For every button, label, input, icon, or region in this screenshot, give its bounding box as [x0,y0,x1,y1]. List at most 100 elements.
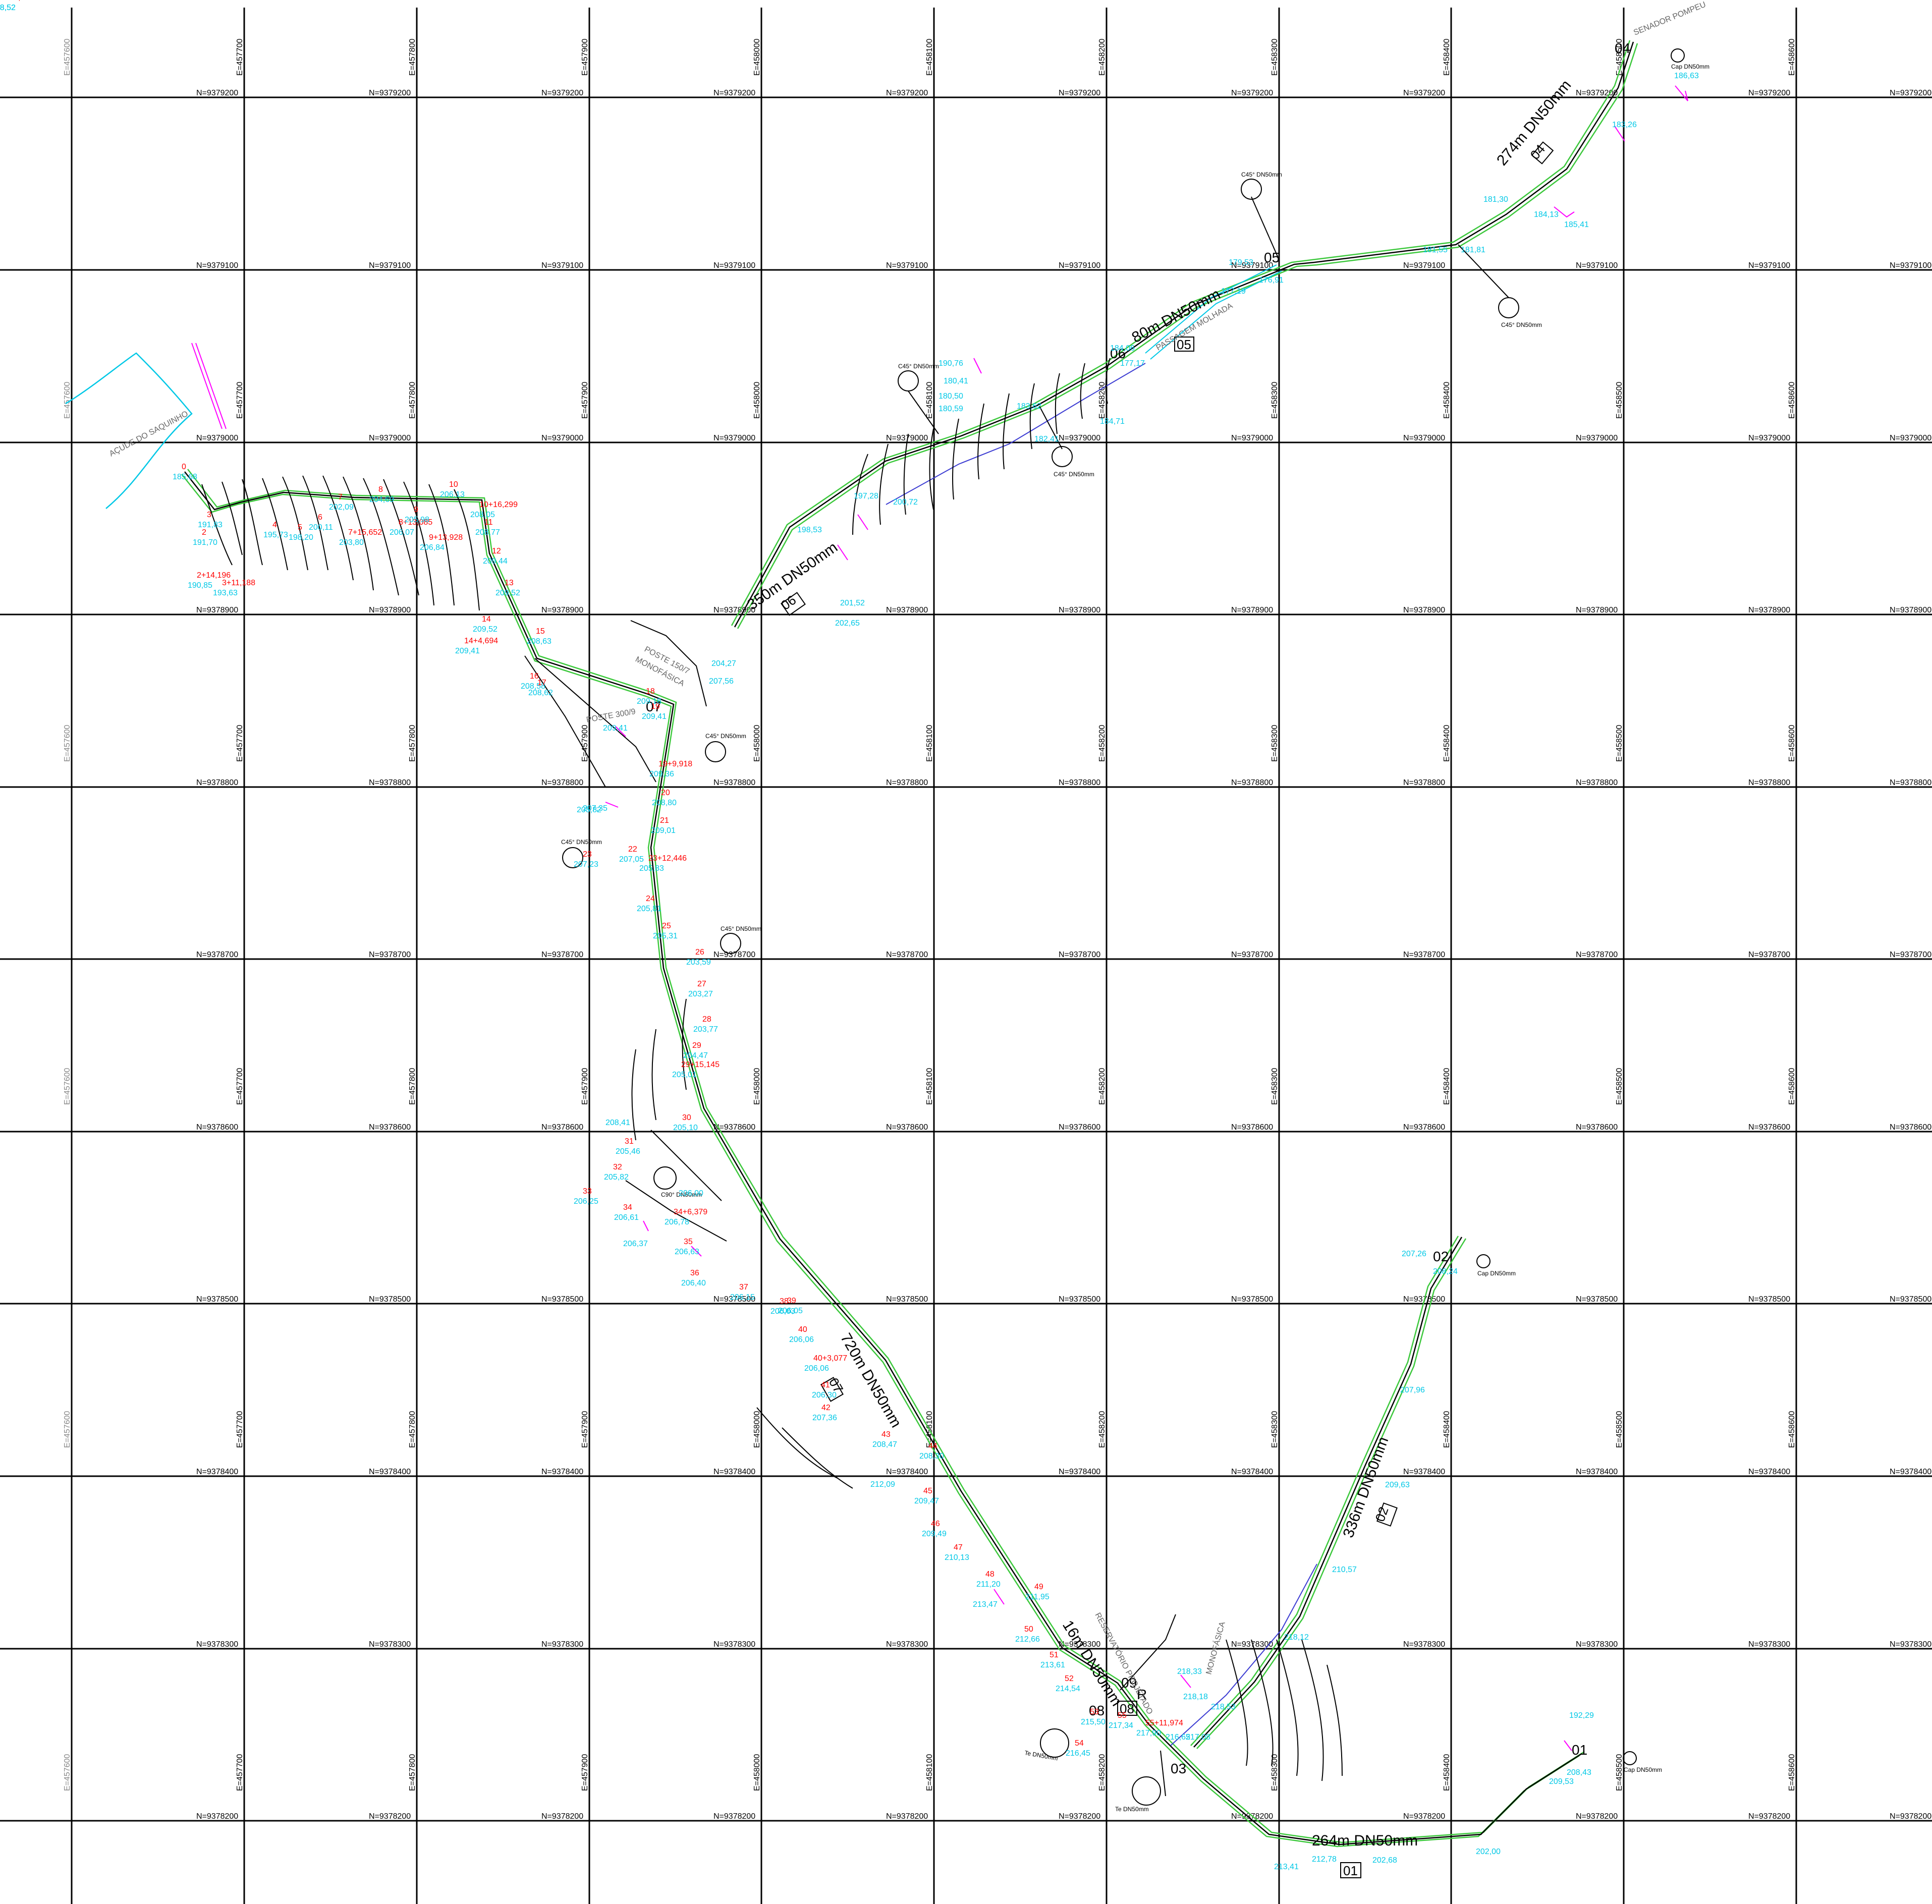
station-number: 34+6,379 [674,1208,707,1216]
station-elevation: 208,80 [652,799,677,807]
spot-elevation: 209,53 [1549,1777,1574,1786]
northing-label: N=9378200 [1403,1812,1445,1821]
svg-text:C45° DN50mm: C45° DN50mm [1054,471,1094,478]
spot-elevation: 183,26 [1612,121,1637,129]
northing-label: N=9378600 [1748,1123,1790,1132]
senador-pompeu-label: SENADOR POMPEU [1632,1,1707,37]
structure-markers [605,85,1688,1751]
station-elevation: 205,82 [604,1173,629,1182]
station-number: 8 [378,485,383,494]
station-elevation: 209,01 [651,826,676,835]
northing-label: N=9378200 [369,1812,411,1821]
northing-label: N=9378200 [713,1812,755,1821]
spot-elevations: 186,63 185,41 184,13 183,26 181,81 181,55 181,… [577,72,1699,1871]
station-number: 37 [739,1283,748,1292]
segment-code-02: 02 [1372,1505,1391,1524]
svg-text:Te DN50mm: Te DN50mm [1115,1806,1149,1813]
northing-label: N=9378300 [1231,1640,1273,1649]
cap-fitting-02 [1476,1254,1491,1268]
northing-label-right: N=9378400 [1890,1468,1931,1476]
station-number: 22 [628,845,637,854]
spot-elevation: 208,24 [1433,1267,1458,1276]
spot-elevation: 218,12 [1284,1633,1309,1642]
northing-label: N=9378700 [1576,950,1618,959]
station-number: 23 [583,850,592,859]
station-number: 7+15,652 [348,528,382,537]
spot-elevation: 207,35 [583,804,608,813]
station-elevation: 210,13 [945,1553,969,1562]
station-number: 27 [697,980,706,988]
station-elevation: 205,81 [637,905,661,913]
northing-label: N=9378200 [541,1812,583,1821]
easting-label: E=458600 [1788,1754,1796,1791]
station-number: 5 [298,523,302,532]
station-elevation: 190,85 [188,581,212,590]
northing-label: N=9378300 [713,1640,755,1649]
easting-label: E=458300 [1271,1068,1279,1105]
northing-label: N=9378700 [1403,950,1445,959]
spot-elevation: 204,27 [711,659,736,668]
station-number: 52 [1065,1674,1074,1683]
northing-label: N=9378400 [886,1468,928,1476]
station-number: 36 [690,1269,699,1277]
northing-label-right: N=9378500 [1890,1295,1931,1304]
easting-label: E=457900 [581,1754,589,1791]
northing-label-right: N=9378300 [1890,1640,1931,1649]
station-number: 6 [318,513,322,522]
northing-labels: N=9379200 N=9379200 N=9379200 N=9379200 N=93… [196,89,1931,1821]
station-number: 26 [695,948,704,957]
northing-label: N=9378400 [1576,1468,1618,1476]
spot-elevation: 190,76 [939,359,963,368]
easting-label: E=458300 [1271,1754,1279,1791]
c45-fitting [705,741,726,762]
station-elevation: 206,06 [789,1335,814,1344]
easting-label: E=457800 [408,381,417,419]
spot-elevation: 206,37 [623,1240,648,1248]
station-elevation: 198,20 [289,533,313,542]
segment-length-01: 264m DN50mm [1312,1832,1418,1849]
easting-label: E=458600 [1788,1068,1796,1105]
station-elevation: 209,41 [642,712,667,721]
station-number: 41 [821,1381,830,1389]
northing-label: N=9378900 [196,606,238,614]
northing-label: N=9378200 [1748,1812,1790,1821]
northing-label: N=9378400 [369,1468,411,1476]
easting-label: E=457900 [581,381,589,419]
station-number: 3+11,188 [222,579,255,587]
station-number: 35 [684,1238,693,1246]
northing-label: N=9379100 [1231,261,1273,270]
svg-text:C45° DN50mm: C45° DN50mm [1241,171,1282,178]
spot-elevation: 210,57 [1332,1565,1357,1574]
northing-label: N=9378900 [1231,606,1273,614]
northing-label: N=9378900 [1403,606,1445,614]
station-number: 25 [662,922,671,930]
easting-label: E=458600 [1788,381,1796,419]
coordinate-grid [0,8,1932,1904]
northing-label: N=9378600 [1403,1123,1445,1132]
easting-label: E=458100 [925,1754,934,1791]
easting-label: E=458500 [1615,724,1624,762]
northing-label: N=9379100 [541,261,583,270]
easting-label: E=458300 [1271,38,1279,76]
station-number: 31 [625,1137,634,1146]
northing-label: N=9378400 [541,1468,583,1476]
easting-label: E=458000 [753,1754,761,1791]
spot-elevation: 206,00 [679,1189,703,1198]
svg-text:C45° DN50mm: C45° DN50mm [705,733,746,740]
station-elevation: 205,98 [405,516,429,524]
northing-label: N=9379000 [196,434,238,442]
station-elevation: 206,15 [730,1293,755,1302]
station-elevation: 206,40 [681,1279,706,1287]
northing-label: N=9378700 [886,950,928,959]
spot-elevation: 218,18 [1183,1693,1208,1701]
easting-label: E=457900 [581,1068,589,1105]
station-elevation: 206,07 [390,528,414,537]
svg-text:C45° DN50mm: C45° DN50mm [561,838,602,846]
station-elevation: 203,59 [686,958,711,967]
easting-label: E=457700 [236,38,244,76]
easting-label: E=458000 [753,724,761,762]
spot-elevation: 213,41 [1274,1863,1299,1871]
node-r: R [1137,1687,1147,1702]
station-elevation: 206,30 [812,1391,837,1399]
spot-elevation: 218,33 [1177,1667,1202,1676]
